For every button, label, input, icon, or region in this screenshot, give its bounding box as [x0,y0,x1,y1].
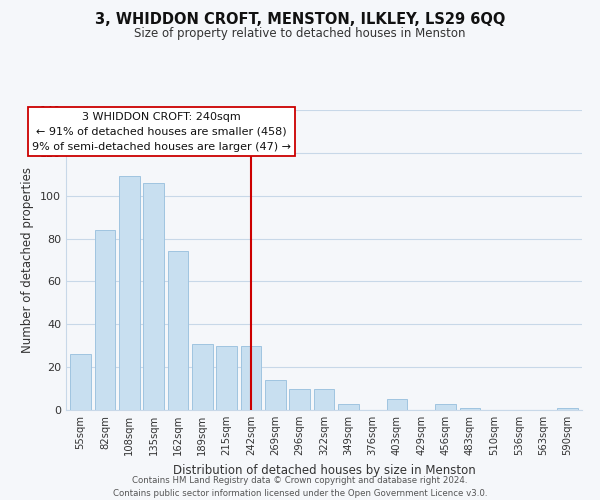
Bar [557,408,578,410]
Bar [289,388,310,410]
Bar [143,183,164,410]
Bar [338,404,359,410]
Text: 3, WHIDDON CROFT, MENSTON, ILKLEY, LS29 6QQ: 3, WHIDDON CROFT, MENSTON, ILKLEY, LS29 … [95,12,505,28]
Bar [241,346,262,410]
Bar [436,404,456,410]
Bar [265,380,286,410]
Bar [119,176,140,410]
Bar [314,388,334,410]
Text: Contains HM Land Registry data © Crown copyright and database right 2024.: Contains HM Land Registry data © Crown c… [132,476,468,485]
Bar [167,252,188,410]
Text: 3 WHIDDON CROFT: 240sqm
← 91% of detached houses are smaller (458)
9% of semi-de: 3 WHIDDON CROFT: 240sqm ← 91% of detache… [32,112,291,152]
Bar [460,408,481,410]
X-axis label: Distribution of detached houses by size in Menston: Distribution of detached houses by size … [173,464,475,476]
Bar [70,354,91,410]
Bar [95,230,115,410]
Bar [386,400,407,410]
Bar [192,344,212,410]
Y-axis label: Number of detached properties: Number of detached properties [22,167,34,353]
Bar [216,346,237,410]
Text: Contains public sector information licensed under the Open Government Licence v3: Contains public sector information licen… [113,489,487,498]
Text: Size of property relative to detached houses in Menston: Size of property relative to detached ho… [134,28,466,40]
